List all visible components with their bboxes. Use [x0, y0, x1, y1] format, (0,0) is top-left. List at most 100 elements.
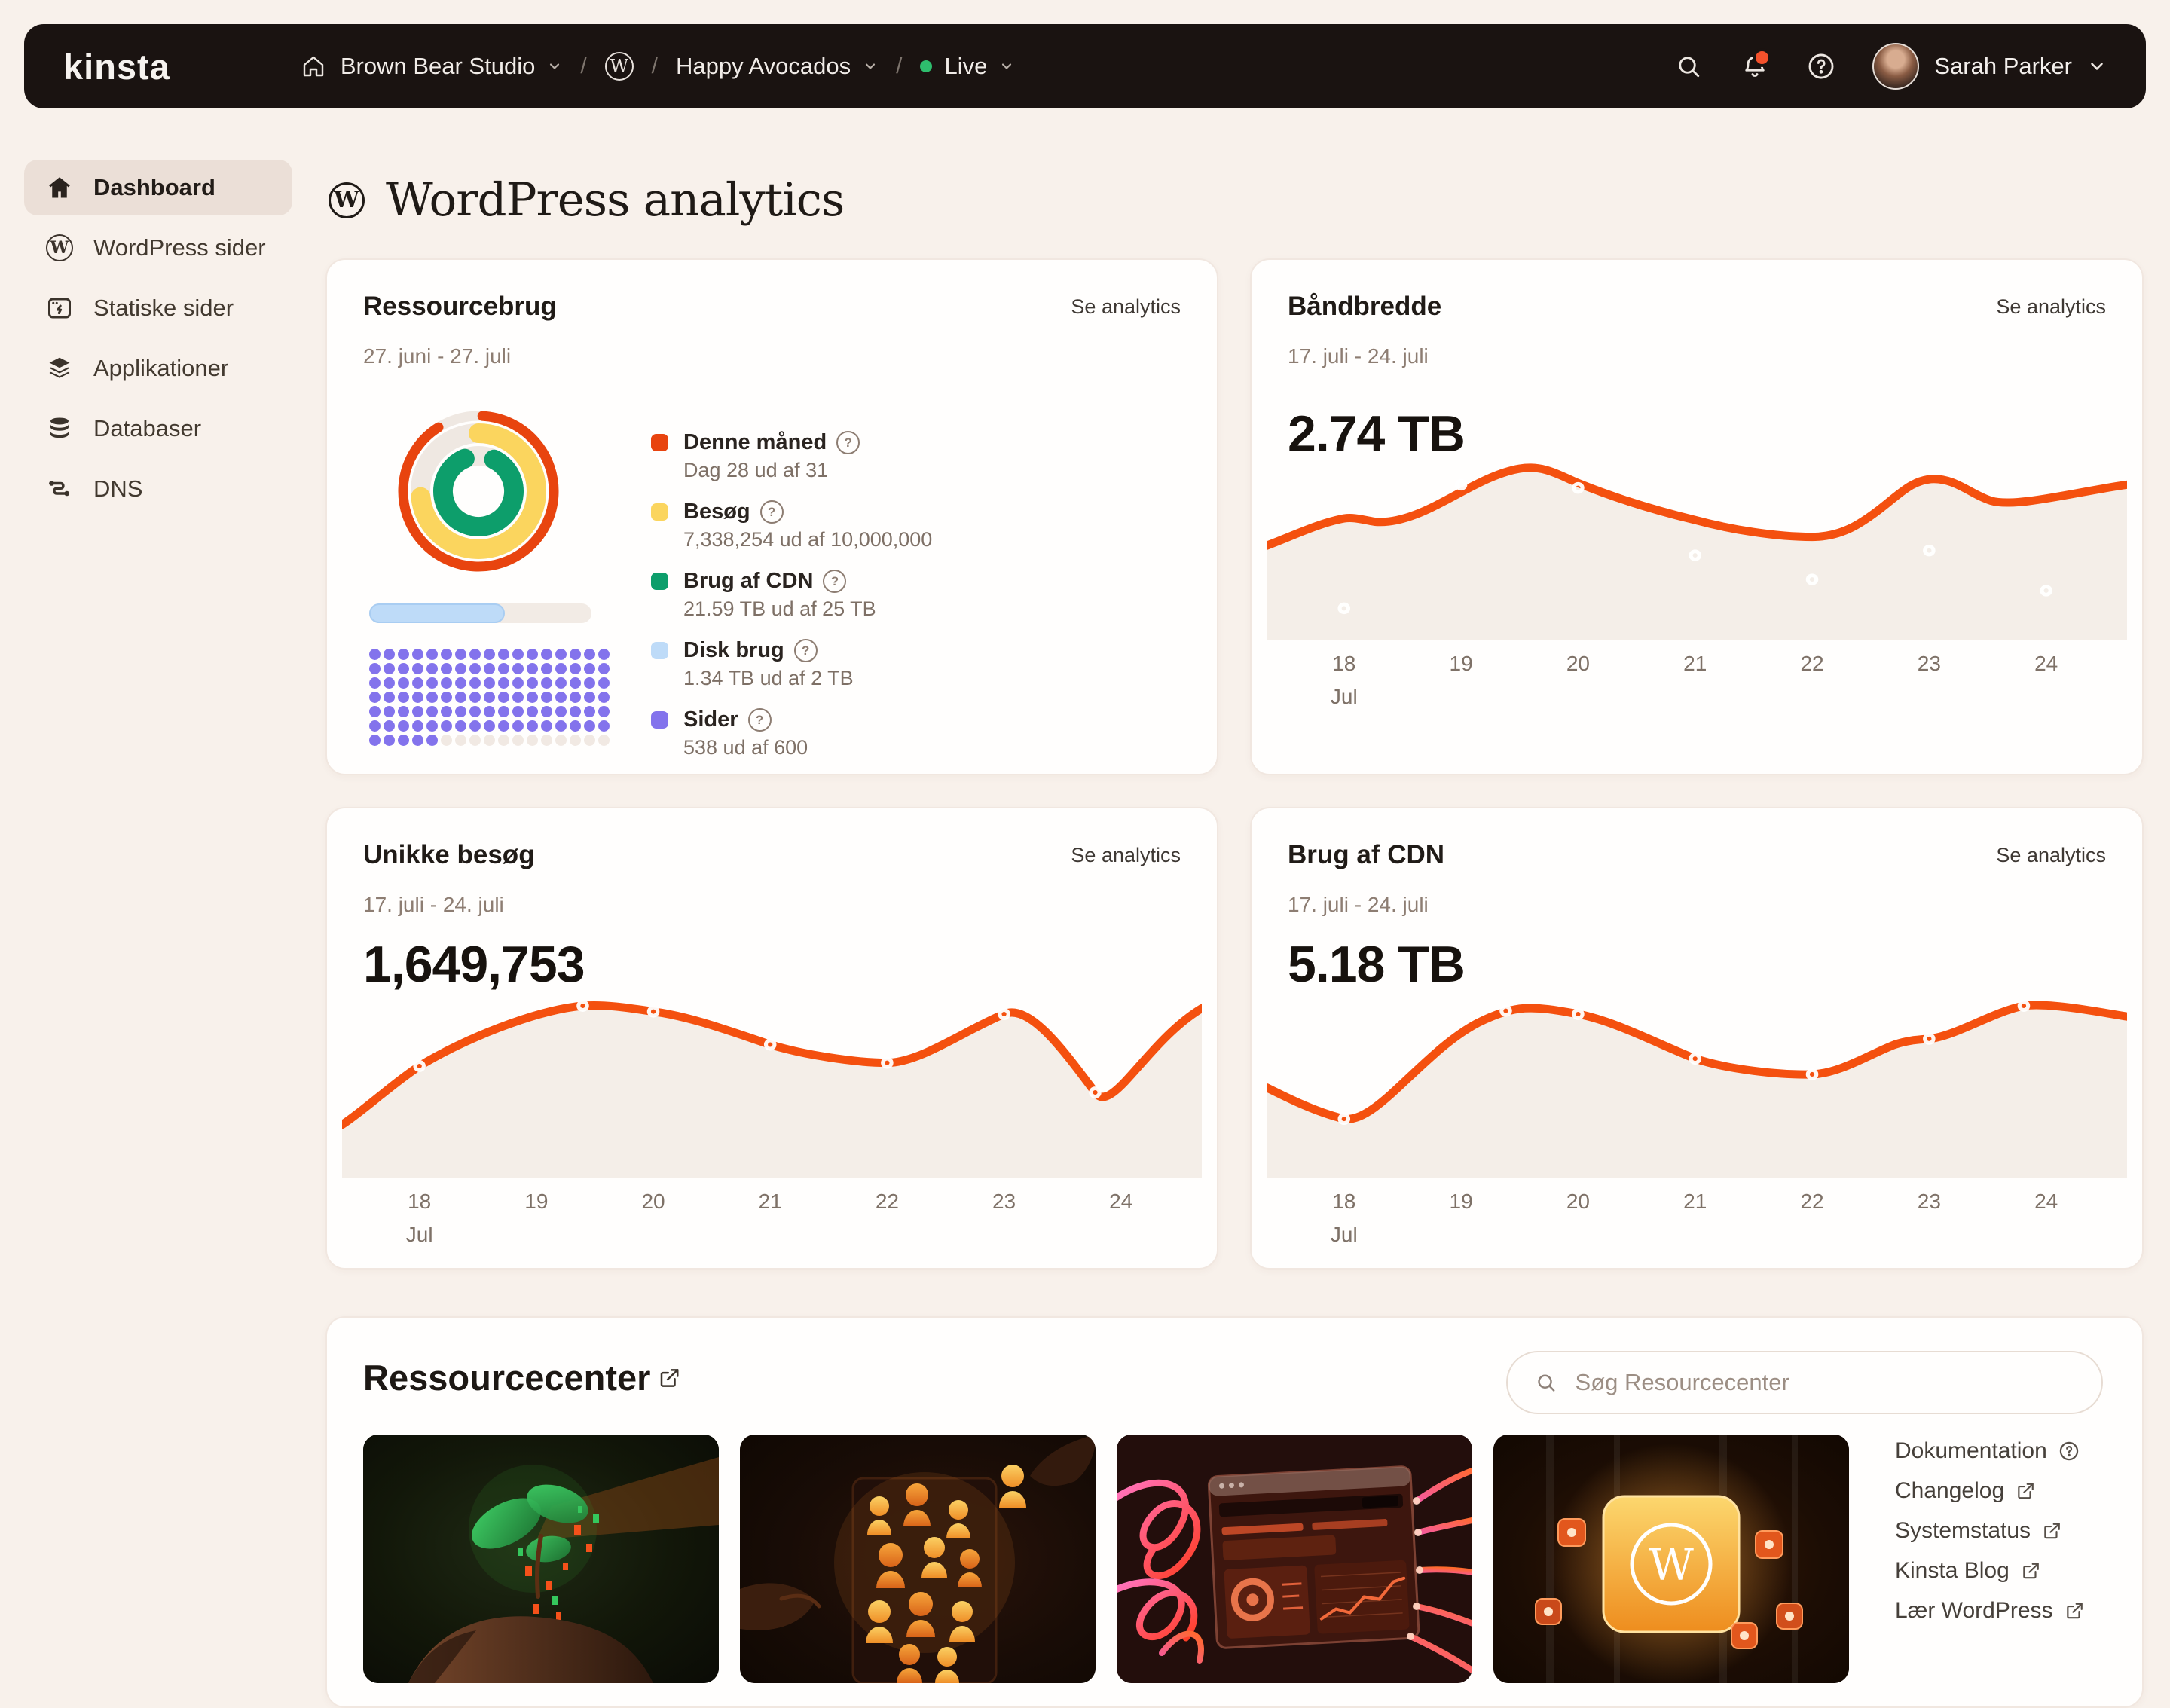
link-learn-wordpress[interactable]: Lær WordPress [1895, 1590, 2084, 1630]
legend-item-cdn: Brug af CDN ? 21.59 TB ud af 25 TB [651, 569, 932, 621]
resource-thumbnail-dashboard[interactable] [1117, 1435, 1472, 1683]
link-kinsta-blog[interactable]: Kinsta Blog [1895, 1551, 2084, 1590]
sidebar-item-applications[interactable]: Applikationer [24, 341, 292, 396]
legend-swatch [651, 711, 668, 729]
legend-item-pages: Sider ? 538 ud af 600 [651, 707, 932, 759]
page-dot [584, 720, 595, 732]
page-dot [455, 720, 466, 732]
chevron-down-icon [1002, 63, 1012, 70]
page-dot [369, 735, 381, 746]
page-dot [555, 735, 567, 746]
help-circle-icon[interactable]: ? [760, 500, 784, 524]
legend-swatch [651, 503, 668, 521]
search-input[interactable] [1573, 1368, 2074, 1397]
legend-item-visits: Besøg ? 7,338,254 ud af 10,000,000 [651, 500, 932, 552]
page-dot [541, 720, 552, 732]
page-dot [398, 735, 409, 746]
kinsta-logo[interactable]: kinsta [63, 46, 170, 87]
x-axis: 18 19 20 21 22 23 24 [1267, 652, 2127, 677]
page-dot [398, 677, 409, 689]
page-dot [498, 663, 509, 674]
resource-center-thumbnails: W [363, 1435, 1849, 1683]
page-dot [584, 735, 595, 746]
bandwidth-total-value: 2.74 TB [1288, 405, 1466, 463]
page-dot [484, 649, 495, 660]
external-link-icon[interactable] [658, 1367, 680, 1389]
legend-label: Besøg [683, 500, 750, 524]
page-dot [412, 720, 423, 732]
page-dot [369, 706, 381, 717]
sidebar-item-label: Statiske sider [93, 295, 234, 321]
page-dot [384, 706, 395, 717]
see-analytics-link[interactable]: Se analytics [1996, 295, 2106, 318]
page-dot [484, 720, 495, 732]
sidebar-item-databases[interactable]: Databaser [24, 401, 292, 457]
breadcrumb: Brown Bear Studio / W / Happy Avocados /… [298, 51, 1014, 81]
legend-label: Brug af CDN [683, 569, 814, 593]
link-system-status[interactable]: Systemstatus [1895, 1511, 2084, 1551]
sidebar-item-dashboard[interactable]: Dashboard [24, 160, 292, 215]
link-documentation[interactable]: Dokumentation [1895, 1431, 2084, 1471]
search-icon[interactable] [1673, 51, 1704, 81]
help-circle-icon[interactable]: ? [823, 570, 847, 593]
page-dot [527, 706, 538, 717]
card-title: Brug af CDN [1288, 840, 1445, 869]
page-dot [498, 720, 509, 732]
resource-center-card: Ressourcecenter [326, 1316, 2144, 1708]
help-circle-icon[interactable]: ? [836, 431, 860, 454]
page-dot [527, 649, 538, 660]
cdn-total-value: 5.18 TB [1288, 936, 1466, 993]
resource-center-search[interactable] [1506, 1351, 2103, 1414]
help-icon[interactable] [1806, 51, 1836, 81]
breadcrumb-site-label: Happy Avocados [676, 53, 851, 79]
see-analytics-link[interactable]: Se analytics [1996, 843, 2106, 866]
page-dot [398, 649, 409, 660]
page-dot [498, 677, 509, 689]
page-dot [498, 735, 509, 746]
page-dot [469, 649, 481, 660]
date-range: 17. juli - 24. juli [1288, 893, 1429, 916]
page-dot [426, 677, 438, 689]
axis-tick: 20 [1566, 652, 1590, 675]
page-dot [398, 663, 409, 674]
chevron-down-icon [2091, 63, 2103, 71]
notification-badge [1753, 48, 1772, 67]
user-name: Sarah Parker [1934, 53, 2072, 79]
axis-tick: 20 [1566, 1190, 1590, 1213]
axis-tick: 19 [1449, 1190, 1473, 1213]
page-dot [527, 692, 538, 703]
page-dot [441, 677, 452, 689]
sidebar-item-wordpress-sites[interactable]: W WordPress sider [24, 220, 292, 276]
resource-thumbnail-plant[interactable] [363, 1435, 719, 1683]
date-range: 17. juli - 24. juli [363, 893, 504, 916]
page-dot [441, 649, 452, 660]
link-label: Systemstatus [1895, 1517, 2031, 1543]
page-dot [555, 720, 567, 732]
page-dot [441, 663, 452, 674]
help-circle-icon[interactable]: ? [747, 708, 772, 732]
page-dot [441, 720, 452, 732]
page-dot [584, 663, 595, 674]
sidebar-item-static-sites[interactable]: Statiske sider [24, 280, 292, 336]
page-dot [369, 649, 381, 660]
help-circle-icon[interactable]: ? [793, 639, 818, 662]
see-analytics-link[interactable]: Se analytics [1071, 295, 1181, 318]
page-dot [484, 692, 495, 703]
notifications-bell-icon[interactable] [1740, 48, 1772, 81]
see-analytics-link[interactable]: Se analytics [1071, 843, 1181, 866]
breadcrumb-site[interactable]: Happy Avocados [676, 53, 878, 80]
page-dot [512, 677, 524, 689]
user-menu[interactable]: Sarah Parker [1872, 43, 2107, 90]
breadcrumb-environment[interactable]: Live [920, 53, 1014, 80]
dns-icon [45, 475, 74, 503]
breadcrumb-separator: / [651, 53, 659, 78]
resource-thumbnail-users[interactable] [740, 1435, 1096, 1683]
page-dot [527, 720, 538, 732]
page-dot [369, 720, 381, 732]
wordpress-icon: W [604, 52, 634, 81]
date-range: 27. juni - 27. juli [363, 344, 512, 368]
link-changelog[interactable]: Changelog [1895, 1471, 2084, 1511]
resource-thumbnail-wordpress[interactable]: W [1493, 1435, 1849, 1683]
breadcrumb-company[interactable]: Brown Bear Studio [298, 51, 562, 81]
sidebar-item-dns[interactable]: DNS [24, 461, 292, 517]
